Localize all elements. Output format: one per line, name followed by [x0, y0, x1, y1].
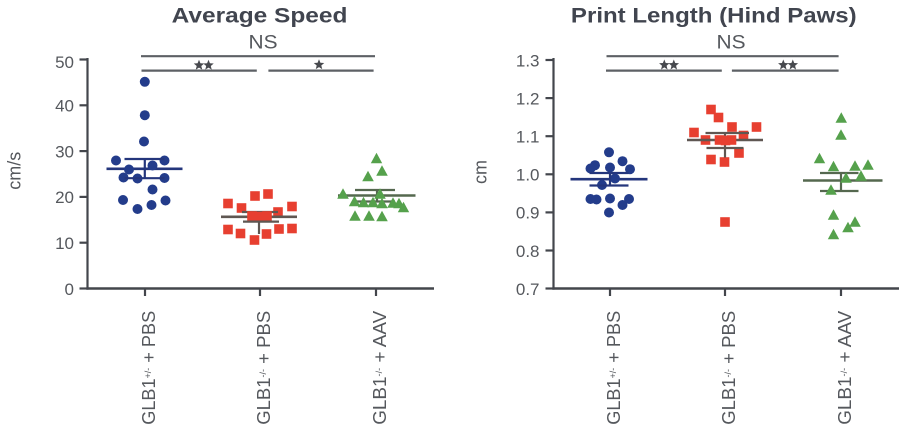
svg-text:GLB1+/- + PBS: GLB1+/- + PBS	[603, 311, 624, 425]
svg-text:GLB1-/- + PBS: GLB1-/- + PBS	[718, 311, 739, 425]
svg-text:GLB1-/- + AAV: GLB1-/- + AAV	[369, 310, 390, 425]
svg-text:GLB1-/- + AAV: GLB1-/- + AAV	[834, 310, 855, 425]
svg-text:0.7: 0.7	[516, 280, 540, 299]
svg-text:1.0: 1.0	[516, 166, 540, 185]
svg-text:NS: NS	[716, 32, 745, 53]
svg-text:0: 0	[65, 280, 74, 299]
svg-text:20: 20	[55, 188, 74, 207]
svg-text:cm/s: cm/s	[5, 152, 25, 190]
svg-text:0.9: 0.9	[516, 204, 540, 223]
svg-text:10: 10	[55, 234, 74, 253]
svg-text:NS: NS	[248, 32, 277, 53]
svg-text:Average Speed: Average Speed	[172, 3, 348, 27]
svg-text:1.3: 1.3	[516, 51, 540, 70]
svg-text:0.8: 0.8	[516, 242, 540, 261]
svg-text:50: 50	[55, 53, 74, 72]
svg-text:GLB1-/- + PBS: GLB1-/- + PBS	[253, 311, 274, 425]
svg-text:GLB1+/- + PBS: GLB1+/- + PBS	[138, 311, 159, 425]
svg-text:30: 30	[55, 142, 74, 161]
svg-text:1.2: 1.2	[516, 89, 540, 108]
svg-text:Print Length (Hind Paws): Print Length (Hind Paws)	[571, 4, 857, 27]
svg-text:1.1: 1.1	[516, 128, 540, 147]
svg-text:40: 40	[55, 97, 74, 116]
svg-text:cm: cm	[471, 160, 491, 184]
